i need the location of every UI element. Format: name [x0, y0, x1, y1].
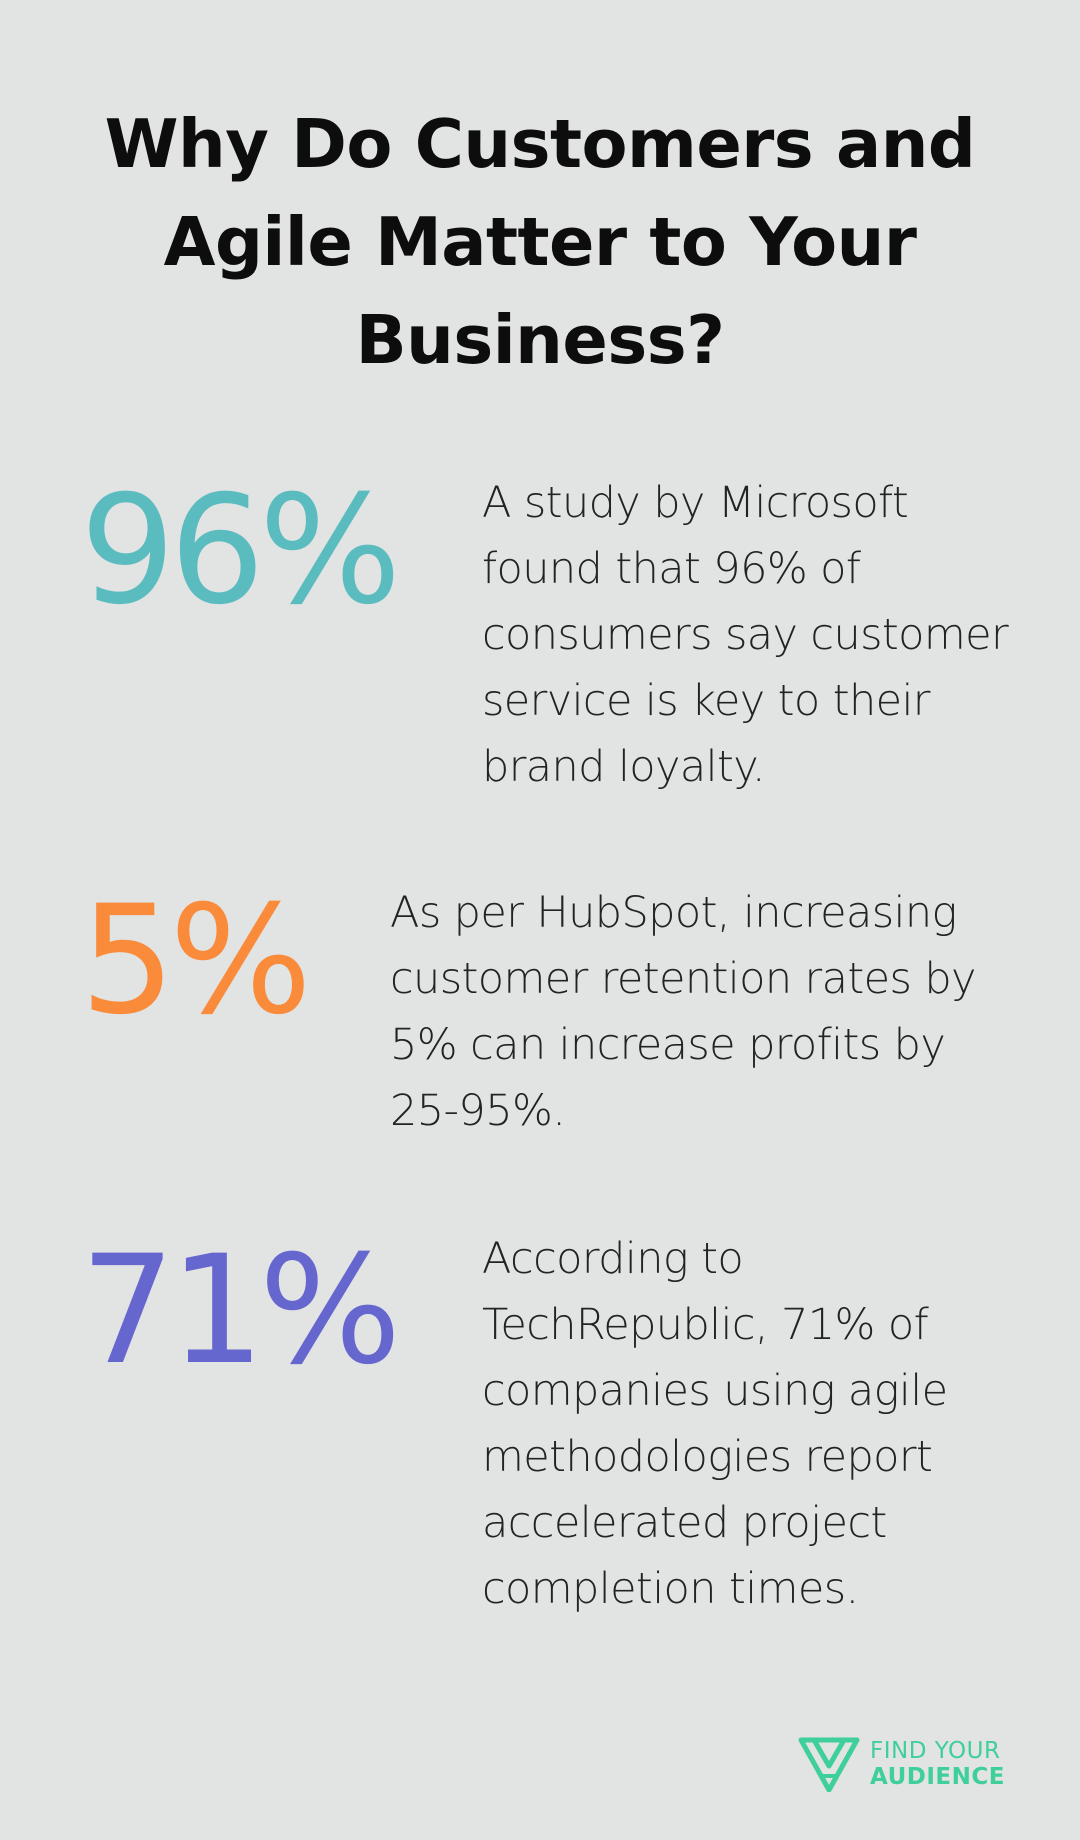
stat-description: According to TechRepublic, 71% of compan… [482, 1234, 948, 1614]
stat-description: A study by Microsoft found that 96% of c… [482, 478, 1009, 792]
logo-text-top: FIND YOUR [870, 1738, 1001, 1764]
brand-logo: FIND YOUR AUDIENCE [798, 1736, 1028, 1796]
stat-value: 71% [80, 1224, 401, 1398]
page-title: Why Do Customers and Agile Matter to You… [104, 105, 976, 379]
stat-value: 96% [80, 464, 401, 638]
triangle-logo-icon [798, 1737, 860, 1792]
logo-text-bottom: AUDIENCE [870, 1764, 1005, 1790]
stat-description: As per HubSpot, increasing customer rete… [390, 888, 977, 1136]
stat-value: 5% [80, 874, 312, 1048]
